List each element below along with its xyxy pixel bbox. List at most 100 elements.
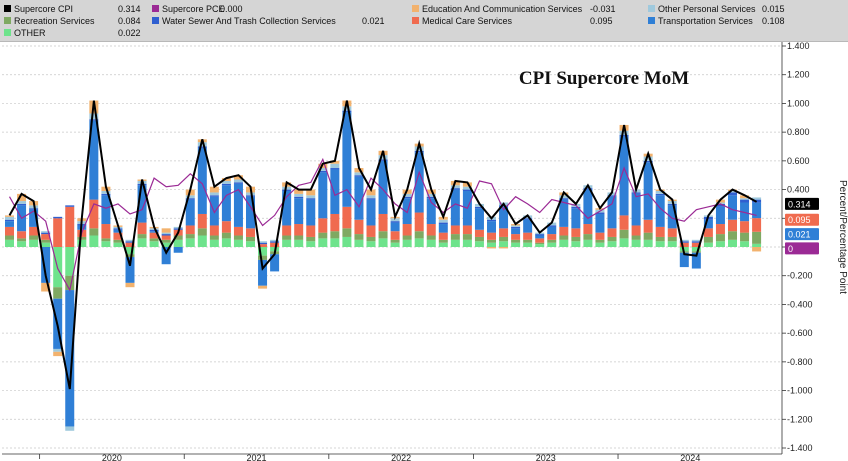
bar-segment bbox=[366, 225, 376, 237]
bar-segment bbox=[390, 222, 400, 232]
bar-segment bbox=[41, 247, 51, 283]
bar-segment bbox=[571, 206, 581, 209]
bar-segment bbox=[474, 206, 484, 209]
bar-segment bbox=[643, 156, 653, 161]
bar-segment bbox=[185, 195, 195, 199]
bar-segment bbox=[414, 212, 424, 232]
legend-label: OTHER bbox=[14, 28, 46, 38]
bar-segment bbox=[679, 247, 689, 252]
bar-segment bbox=[752, 197, 762, 200]
bar-segment bbox=[306, 225, 316, 237]
legend-item-supercore-cpi: Supercore CPI 0.314 bbox=[4, 3, 158, 15]
bar-segment bbox=[378, 160, 388, 214]
bar-segment bbox=[426, 235, 436, 240]
bar-segment bbox=[233, 239, 243, 247]
bar-segment bbox=[101, 195, 111, 225]
bar-segment bbox=[354, 239, 364, 247]
bar-segment bbox=[740, 221, 750, 233]
bar-segment bbox=[209, 186, 219, 193]
legend-item-recreation-services: Recreation Services 0.084 bbox=[4, 15, 158, 27]
latest-value-label: 0 bbox=[788, 244, 793, 254]
bar-segment bbox=[53, 351, 63, 357]
bar-segment bbox=[29, 239, 39, 247]
bar-segment bbox=[5, 221, 14, 227]
bar-segment bbox=[643, 160, 653, 163]
bar-segment bbox=[354, 172, 364, 176]
bar-segment bbox=[137, 185, 147, 223]
bar-segment bbox=[402, 235, 412, 240]
bar-segment bbox=[161, 235, 171, 240]
bar-segment bbox=[607, 228, 617, 237]
bar-segment bbox=[619, 229, 629, 239]
bar-segment bbox=[583, 189, 593, 225]
bar-segment bbox=[330, 213, 340, 232]
bar-segment bbox=[583, 188, 593, 190]
bar-segment bbox=[5, 219, 14, 222]
y-tick-label: -0.400 bbox=[787, 299, 813, 309]
legend-value: 0.021 bbox=[362, 16, 385, 26]
legend-swatch bbox=[412, 17, 419, 24]
bar-segment bbox=[65, 206, 75, 247]
bar-segment bbox=[197, 146, 207, 148]
bar-segment bbox=[221, 238, 231, 247]
bar-segment bbox=[161, 242, 171, 247]
bar-segment bbox=[631, 225, 641, 236]
bar-segment bbox=[342, 236, 352, 247]
bar-segment bbox=[318, 168, 328, 171]
bar-segment bbox=[426, 198, 436, 225]
bar-segment bbox=[294, 193, 304, 197]
legend-label: Education And Communication Services bbox=[422, 4, 583, 14]
bar-segment bbox=[547, 225, 557, 227]
bar-segment bbox=[41, 231, 51, 233]
bar-segment bbox=[233, 179, 243, 183]
bar-segment bbox=[282, 191, 292, 226]
bar-segment bbox=[703, 219, 713, 229]
bar-segment bbox=[595, 213, 605, 233]
bar-segment bbox=[583, 224, 593, 235]
bar-segment bbox=[209, 192, 219, 196]
bar-segment bbox=[318, 172, 328, 219]
bar-segment bbox=[426, 193, 436, 197]
bar-segment bbox=[125, 282, 135, 288]
bar-segment bbox=[715, 224, 725, 235]
bar-segment bbox=[65, 247, 75, 276]
bar-segment bbox=[149, 232, 159, 239]
legend-item-other: OTHER 0.022 bbox=[4, 27, 158, 39]
legend-value: 0.015 bbox=[762, 4, 785, 14]
bar-segment bbox=[342, 106, 352, 111]
bar-segment bbox=[655, 195, 665, 227]
bar-segment bbox=[390, 221, 400, 223]
bar-segment bbox=[197, 142, 207, 147]
bar-segment bbox=[571, 208, 581, 229]
bar-segment bbox=[330, 163, 340, 169]
bar-segment bbox=[438, 222, 448, 225]
bar-segment bbox=[29, 208, 39, 210]
y-tick-label: -1.000 bbox=[787, 386, 813, 396]
bar-segment bbox=[402, 196, 412, 199]
bar-segment bbox=[366, 195, 376, 199]
bar-segment bbox=[402, 193, 412, 197]
bar-segment bbox=[511, 228, 521, 235]
bar-segment bbox=[17, 201, 27, 204]
bar-segment bbox=[691, 251, 701, 253]
bar-segment bbox=[65, 290, 75, 427]
legend-item-transportation-services: Transportation Services 0.108 bbox=[648, 15, 802, 27]
bar-segment bbox=[655, 226, 665, 237]
bar-segment bbox=[547, 222, 557, 226]
bar-segment bbox=[77, 239, 87, 247]
y-tick-label: 0.800 bbox=[787, 127, 810, 137]
bar-segment bbox=[715, 203, 725, 207]
x-tick-label: 2024 bbox=[680, 453, 700, 461]
bar-segment bbox=[523, 218, 533, 220]
bar-segment bbox=[559, 198, 569, 200]
bar-segment bbox=[185, 238, 195, 247]
bar-segment bbox=[294, 189, 304, 194]
bar-segment bbox=[523, 242, 533, 247]
bar-segment bbox=[149, 229, 159, 232]
bar-segment bbox=[5, 239, 14, 247]
bar-segment bbox=[354, 168, 364, 173]
bar-segment bbox=[595, 232, 605, 240]
bar-segment bbox=[270, 239, 280, 242]
bar-segment bbox=[366, 241, 376, 247]
